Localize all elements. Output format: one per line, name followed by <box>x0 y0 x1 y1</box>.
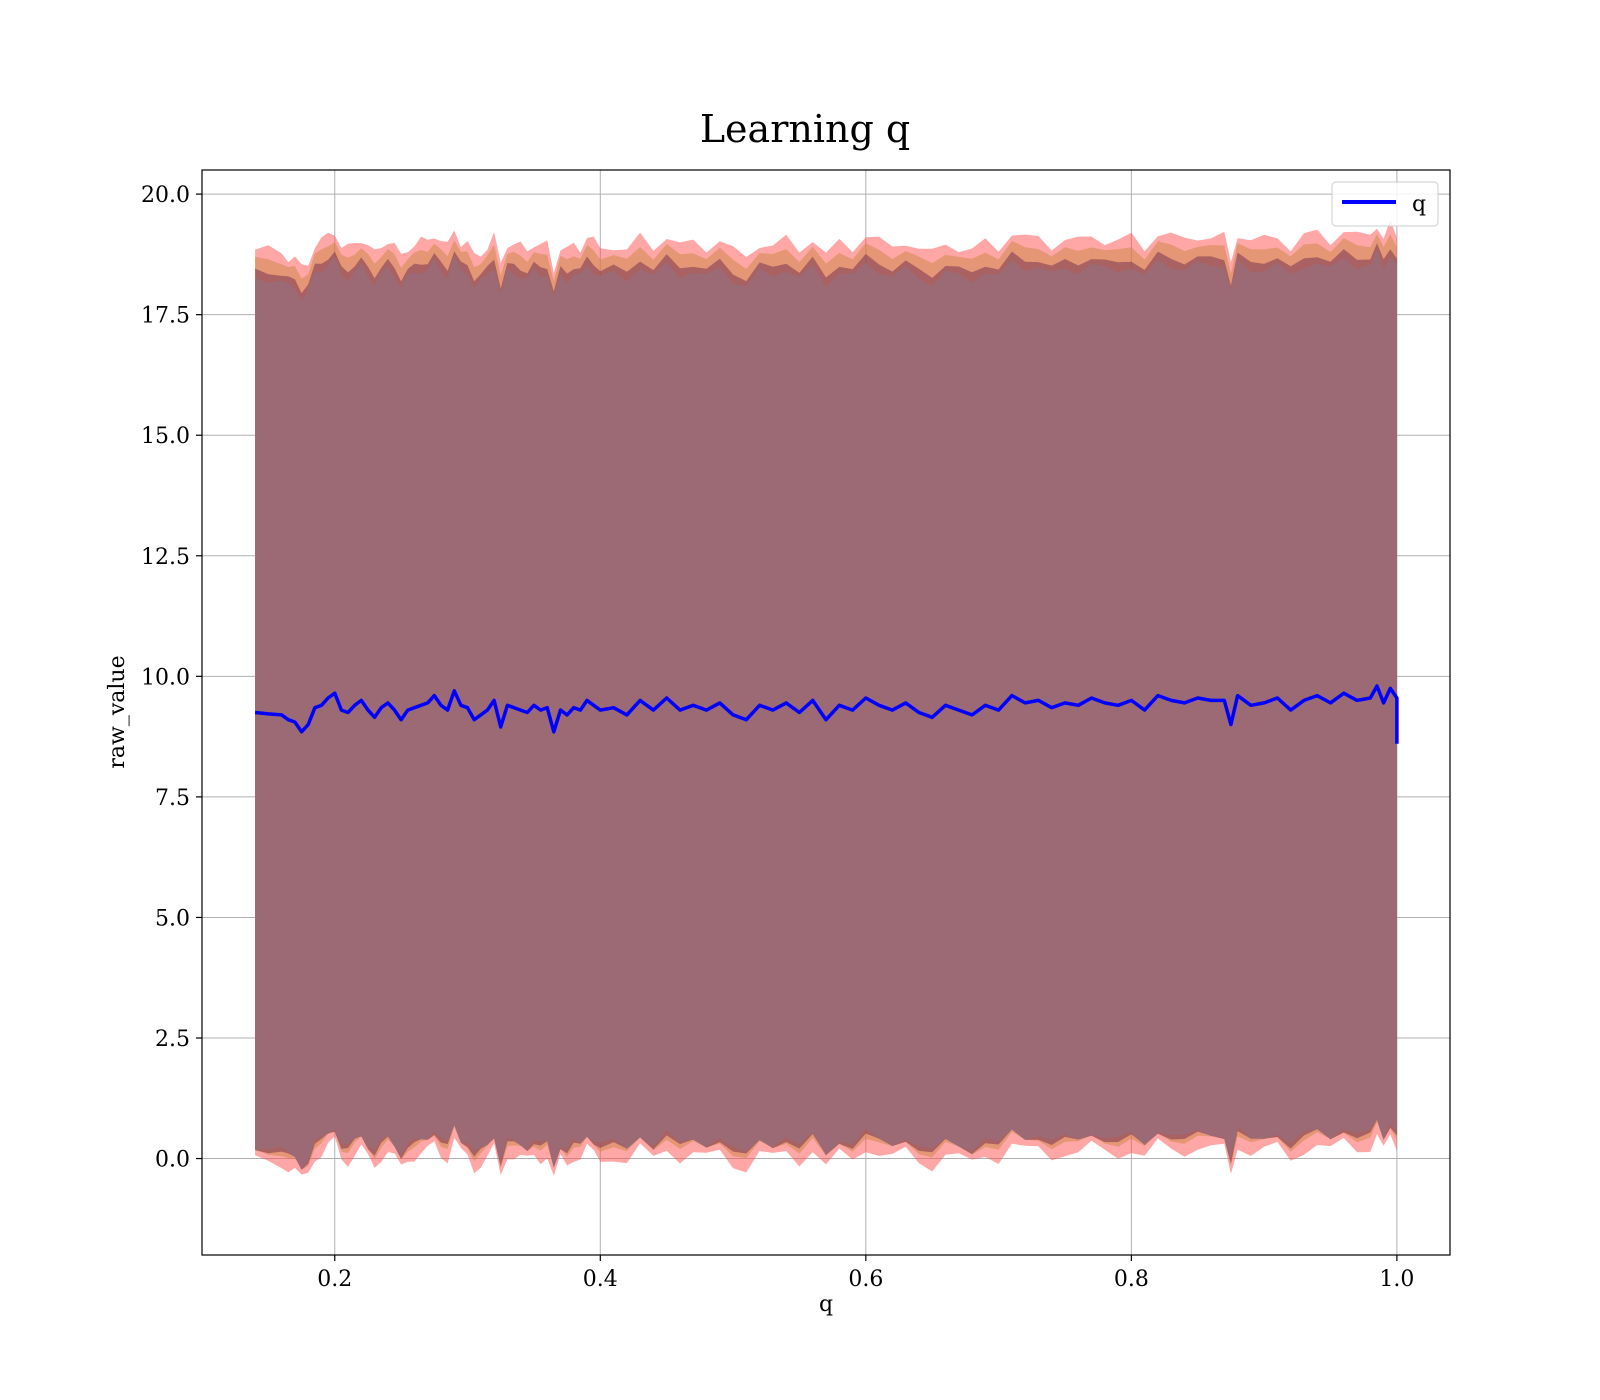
confidence-band-3 <box>255 249 1397 1176</box>
y-tick-label: 0.0 <box>155 1148 190 1173</box>
bands <box>255 220 1397 1198</box>
plot-frame <box>201 169 1451 1256</box>
y-axis-label: raw_value <box>105 655 130 768</box>
x-axis-label: q <box>819 1292 833 1317</box>
x-tick-label: 1.0 <box>1379 1267 1414 1292</box>
x-tick-label: 0.6 <box>848 1267 883 1292</box>
legend-label-q: q <box>1412 192 1426 217</box>
y-tick-label: 10.0 <box>141 665 190 690</box>
y-tick-label: 5.0 <box>155 906 190 931</box>
y-tick-label: 2.5 <box>155 1027 190 1052</box>
y-ticks: 0.0 2.5 5.0 7.5 10.0 12.5 15.0 17.5 20.0 <box>141 183 202 1173</box>
chart-title: Learning q <box>700 107 910 151</box>
y-tick-label: 12.5 <box>141 545 190 570</box>
x-tick-label: 0.4 <box>583 1267 618 1292</box>
x-tick-label: 0.8 <box>1114 1267 1149 1292</box>
y-tick-label: 17.5 <box>141 304 190 329</box>
series-line-q <box>254 684 1399 744</box>
y-tick-label: 15.0 <box>141 424 190 449</box>
legend: q <box>1331 181 1439 227</box>
series-lines <box>254 684 1399 744</box>
y-tick-label: 7.5 <box>155 786 190 811</box>
y-tick-label: 20.0 <box>141 183 190 208</box>
x-tick-label: 0.2 <box>317 1267 352 1292</box>
x-ticks: 0.2 0.4 0.6 0.8 1.0 <box>317 1255 1414 1292</box>
